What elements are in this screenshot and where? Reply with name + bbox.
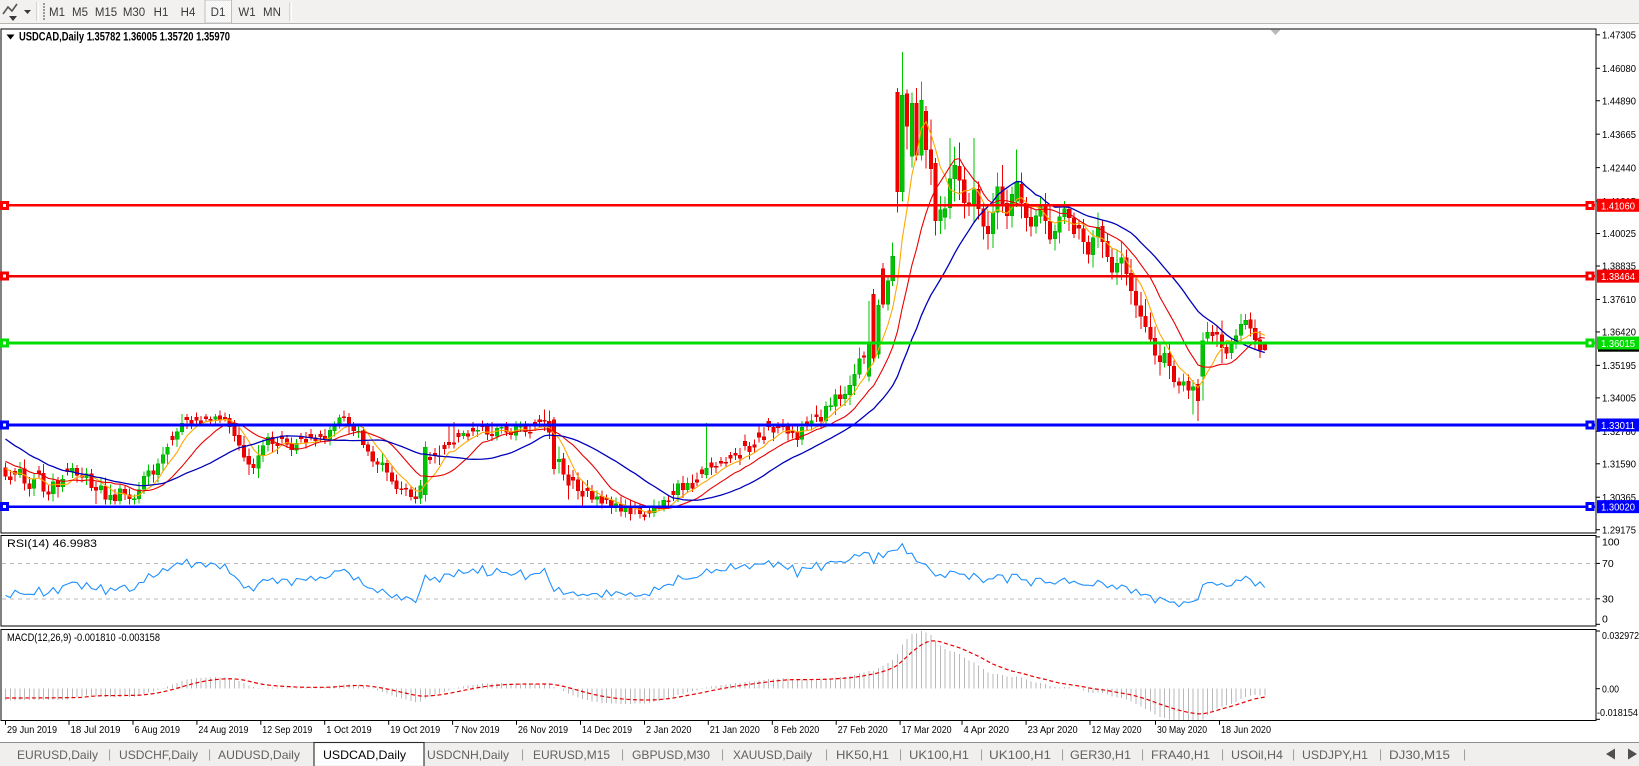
svg-text:|: | bbox=[208, 747, 211, 761]
svg-text:14 Dec 2019: 14 Dec 2019 bbox=[582, 724, 632, 736]
svg-text:23 Apr 2020: 23 Apr 2020 bbox=[1028, 724, 1078, 736]
svg-text:70: 70 bbox=[1602, 558, 1614, 570]
svg-text:UK100,H1: UK100,H1 bbox=[909, 748, 969, 762]
svg-text:|: | bbox=[1292, 747, 1295, 761]
svg-text:|: | bbox=[1463, 747, 1466, 761]
svg-text:30 May 2020: 30 May 2020 bbox=[1157, 724, 1207, 736]
svg-text:|: | bbox=[721, 747, 724, 761]
svg-text:0.00: 0.00 bbox=[1602, 683, 1619, 695]
svg-text:6 Aug 2019: 6 Aug 2019 bbox=[135, 724, 181, 736]
svg-text:29 Jun 2019: 29 Jun 2019 bbox=[7, 724, 57, 736]
svg-text:18 Jul 2019: 18 Jul 2019 bbox=[71, 724, 121, 736]
svg-text:1.44890: 1.44890 bbox=[1602, 95, 1636, 107]
svg-text:|: | bbox=[980, 747, 983, 761]
svg-text:1.37610: 1.37610 bbox=[1602, 294, 1636, 306]
svg-text:USOil,H4: USOil,H4 bbox=[1231, 748, 1283, 762]
svg-text:EURUSD,Daily: EURUSD,Daily bbox=[17, 748, 98, 762]
svg-text:DJ30,M15: DJ30,M15 bbox=[1389, 748, 1450, 762]
svg-text:1.35195: 1.35195 bbox=[1602, 360, 1636, 372]
svg-text:USDCAD,Daily: USDCAD,Daily bbox=[323, 748, 406, 762]
svg-text:M5: M5 bbox=[72, 7, 88, 19]
svg-text:1.36015: 1.36015 bbox=[1601, 338, 1635, 350]
svg-text:30: 30 bbox=[1602, 593, 1614, 605]
svg-text:0.032972: 0.032972 bbox=[1602, 630, 1639, 642]
svg-text:0: 0 bbox=[1602, 614, 1608, 626]
svg-text:100: 100 bbox=[1602, 537, 1620, 549]
svg-text:7 Nov 2019: 7 Nov 2019 bbox=[454, 724, 500, 736]
svg-text:M1: M1 bbox=[49, 7, 65, 19]
svg-text:M15: M15 bbox=[95, 7, 117, 19]
svg-text:USDCNH,Daily: USDCNH,Daily bbox=[427, 748, 509, 762]
svg-text:12 Sep 2019: 12 Sep 2019 bbox=[262, 724, 312, 736]
svg-text:21 Jan 2020: 21 Jan 2020 bbox=[710, 724, 760, 736]
svg-text:-0.018154: -0.018154 bbox=[1597, 707, 1638, 719]
svg-text:1.42440: 1.42440 bbox=[1602, 162, 1636, 174]
svg-text:GER30,H1: GER30,H1 bbox=[1070, 748, 1131, 762]
svg-text:1.34005: 1.34005 bbox=[1602, 393, 1636, 405]
svg-text:AUDUSD,Daily: AUDUSD,Daily bbox=[218, 748, 300, 762]
svg-text:FRA40,H1: FRA40,H1 bbox=[1151, 748, 1210, 762]
svg-text:|: | bbox=[521, 747, 524, 761]
svg-text:XAUUSD,Daily: XAUUSD,Daily bbox=[733, 748, 812, 762]
svg-text:USDCHF,Daily: USDCHF,Daily bbox=[119, 748, 198, 762]
svg-text:USDJPY,H1: USDJPY,H1 bbox=[1302, 748, 1368, 762]
svg-text:1.33011: 1.33011 bbox=[1601, 420, 1635, 432]
svg-text:D1: D1 bbox=[211, 7, 226, 19]
svg-text:H1: H1 bbox=[154, 7, 169, 19]
svg-text:1.43665: 1.43665 bbox=[1602, 129, 1636, 141]
svg-text:W1: W1 bbox=[238, 7, 255, 19]
svg-text:|: | bbox=[1061, 747, 1064, 761]
svg-text:17 Mar 2020: 17 Mar 2020 bbox=[902, 724, 952, 736]
svg-text:4 Apr 2020: 4 Apr 2020 bbox=[964, 724, 1010, 736]
svg-text:MN: MN bbox=[263, 7, 281, 19]
svg-text:1.31590: 1.31590 bbox=[1602, 458, 1636, 470]
svg-text:H4: H4 bbox=[181, 7, 196, 19]
svg-text:1 Oct 2019: 1 Oct 2019 bbox=[326, 724, 372, 736]
svg-text:1.41060: 1.41060 bbox=[1601, 200, 1635, 212]
svg-text:1.46080: 1.46080 bbox=[1602, 63, 1636, 75]
svg-text:12 May 2020: 12 May 2020 bbox=[1092, 724, 1142, 736]
svg-text:|: | bbox=[108, 747, 111, 761]
svg-text:|: | bbox=[621, 747, 624, 761]
svg-text:24 Aug 2019: 24 Aug 2019 bbox=[198, 724, 248, 736]
svg-text:18 Jun 2020: 18 Jun 2020 bbox=[1221, 724, 1271, 736]
svg-text:UK100,H1: UK100,H1 bbox=[989, 748, 1051, 762]
svg-text:26 Nov 2019: 26 Nov 2019 bbox=[518, 724, 568, 736]
svg-text:27 Feb 2020: 27 Feb 2020 bbox=[838, 724, 888, 736]
svg-text:|: | bbox=[1379, 747, 1382, 761]
svg-text:8 Feb 2020: 8 Feb 2020 bbox=[774, 724, 820, 736]
svg-text:|: | bbox=[1221, 747, 1224, 761]
svg-text:USDCAD,Daily 1.35782 1.36005: USDCAD,Daily 1.35782 1.36005 1.35720 1.3… bbox=[19, 32, 230, 44]
svg-text:1.38464: 1.38464 bbox=[1601, 271, 1635, 283]
svg-text:|: | bbox=[899, 747, 902, 761]
svg-text:|: | bbox=[825, 747, 828, 761]
svg-text:1.47305: 1.47305 bbox=[1602, 30, 1636, 42]
svg-text:MACD(12,26,9) -0.001810 -0.003: MACD(12,26,9) -0.001810 -0.003158 bbox=[7, 632, 160, 644]
svg-text:RSI(14) 46.9983: RSI(14) 46.9983 bbox=[7, 538, 97, 550]
svg-text:|: | bbox=[1141, 747, 1144, 761]
svg-text:19 Oct 2019: 19 Oct 2019 bbox=[390, 724, 440, 736]
svg-text:M30: M30 bbox=[123, 7, 145, 19]
svg-text:2 Jan 2020: 2 Jan 2020 bbox=[646, 724, 692, 736]
svg-text:EURUSD,M15: EURUSD,M15 bbox=[533, 748, 610, 762]
svg-text:GBPUSD,M30: GBPUSD,M30 bbox=[632, 748, 710, 762]
svg-text:1.30020: 1.30020 bbox=[1601, 502, 1635, 514]
svg-text:1.40025: 1.40025 bbox=[1602, 228, 1636, 240]
svg-text:1.29175: 1.29175 bbox=[1602, 524, 1636, 536]
svg-text:HK50,H1: HK50,H1 bbox=[836, 748, 889, 762]
svg-text:1.36420: 1.36420 bbox=[1602, 327, 1636, 339]
